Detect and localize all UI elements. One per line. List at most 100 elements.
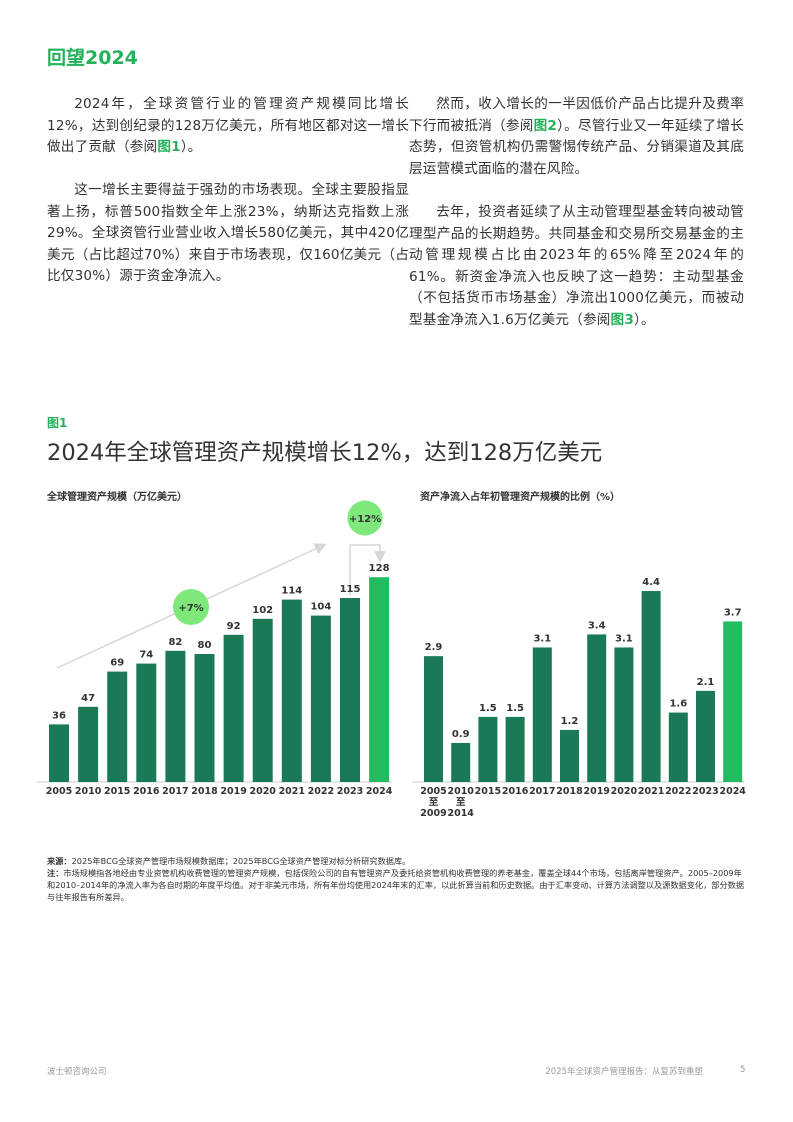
data-label: 47 bbox=[81, 693, 95, 704]
data-label: 36 bbox=[52, 710, 66, 721]
source-text: 2025年BCG全球资产管理市场规模数据库；2025年BCG全球资产管理对标分析… bbox=[71, 856, 411, 866]
bar bbox=[78, 706, 99, 782]
x-tick-label: 2017 bbox=[162, 786, 188, 797]
x-tick-label: 2015 bbox=[104, 786, 130, 797]
x-tick-label: 2010 bbox=[75, 786, 102, 797]
x-tick-label: 2009 bbox=[420, 808, 446, 819]
figure-title: 2024年全球管理资产规模增长12%，达到128万亿美元 bbox=[47, 440, 603, 466]
bar bbox=[532, 647, 552, 782]
x-tick-label: 2010 bbox=[447, 786, 474, 797]
bar bbox=[505, 716, 525, 782]
data-label: 4.4 bbox=[642, 577, 660, 588]
bar bbox=[723, 621, 743, 782]
data-label: 2.1 bbox=[697, 677, 715, 688]
page-number: 5 bbox=[740, 1065, 746, 1075]
section-title: 回望2024 bbox=[47, 47, 138, 69]
right-paragraph-1: 然而，收入增长的一半因低价产品占比提升及费率下行而被抵消（参阅图2）。尽管行业又… bbox=[409, 94, 744, 180]
bar bbox=[668, 712, 688, 782]
bar bbox=[587, 634, 607, 782]
x-tick-label: 2020 bbox=[249, 786, 276, 797]
source-label: 来源： bbox=[47, 856, 72, 866]
data-label: 3.1 bbox=[533, 633, 551, 644]
data-label: 80 bbox=[198, 640, 212, 651]
paragraph-text: 去年，投资者延续了从主动管理型基金转向被动管理型产品的长期趋势。共同基金和交易所… bbox=[409, 204, 744, 328]
data-label: 1.5 bbox=[479, 703, 497, 714]
x-tick-label: 2018 bbox=[556, 786, 583, 797]
x-tick-label: 2023 bbox=[337, 786, 363, 797]
growth-label: +12% bbox=[349, 514, 381, 525]
note-line: 注：市场规模指各地经由专业资管机构收费管理的管理资产规模，包括保险公司的自有管理… bbox=[47, 867, 747, 903]
x-tick-label: 2014 bbox=[447, 808, 474, 819]
chart1-title: 全球管理资产规模（万亿美元） bbox=[47, 492, 187, 503]
x-tick-label: 2015 bbox=[475, 786, 501, 797]
bar bbox=[49, 724, 69, 782]
bar bbox=[424, 656, 443, 782]
x-tick-label: 2019 bbox=[583, 786, 609, 797]
notes: 来源：2025年BCG全球资产管理市场规模数据库；2025年BCG全球资产管理对… bbox=[47, 855, 747, 903]
x-tick-label: 2005 bbox=[46, 786, 72, 797]
figure-2-link[interactable]: 图2 bbox=[533, 117, 558, 134]
data-label: 3.7 bbox=[724, 607, 742, 618]
data-label: 92 bbox=[227, 621, 241, 632]
x-tick-label: 2020 bbox=[611, 786, 638, 797]
data-label: 2.9 bbox=[425, 642, 443, 653]
x-tick-label: 2016 bbox=[502, 786, 529, 797]
x-tick-label: 2022 bbox=[308, 786, 334, 797]
bar bbox=[369, 577, 390, 782]
chart2-title: 资产净流入占年初管理资产规模的比例（%） bbox=[420, 492, 621, 503]
bar bbox=[641, 591, 661, 782]
left-paragraph-1: 2024年，全球资管行业的管理资产规模同比增长12%，达到创纪录的128万亿美元… bbox=[47, 94, 409, 159]
data-label: 104 bbox=[310, 602, 331, 613]
data-label: 82 bbox=[168, 637, 182, 648]
data-label: 114 bbox=[281, 586, 302, 597]
bar bbox=[696, 690, 715, 782]
bar bbox=[136, 663, 157, 782]
paragraph-text-end: ）。 bbox=[180, 139, 202, 155]
left-paragraph-2: 这一增长主要得益于强劲的市场表现。全球主要股指显著上扬，标普500指数全年上涨2… bbox=[47, 182, 409, 284]
data-label: 3.4 bbox=[588, 620, 606, 631]
bar bbox=[165, 650, 186, 782]
data-label: 74 bbox=[139, 650, 153, 661]
data-label: 69 bbox=[110, 658, 124, 669]
bar bbox=[310, 615, 331, 782]
data-label: 0.9 bbox=[452, 729, 470, 740]
x-tick-label: 2022 bbox=[665, 786, 691, 797]
paragraph-text: 然而，收入增长的一半因低价产品占比提升及费率下行而被抵消（参阅 bbox=[409, 96, 744, 134]
paragraph-text-end: ）。尽管行业又一年延续了增长态势，但资管机构仍需警惕传统产品、分销渠道及其底层运… bbox=[409, 117, 745, 177]
bar bbox=[281, 599, 302, 782]
figure-3-link[interactable]: 图3 bbox=[610, 311, 634, 328]
footer-report-title: 2025年全球资产管理报告：从复苏到重塑 bbox=[545, 1067, 703, 1077]
figure-1-link[interactable]: 图1 bbox=[157, 139, 181, 155]
data-label: 102 bbox=[252, 605, 273, 616]
figure-label: 图1 bbox=[47, 416, 68, 430]
bar bbox=[478, 716, 498, 782]
x-tick-label: 2021 bbox=[638, 786, 664, 797]
x-tick-label: 至 bbox=[429, 797, 439, 808]
footer-company: 波士顿咨询公司 bbox=[47, 1067, 107, 1077]
growth-bubble bbox=[347, 500, 383, 536]
x-tick-label: 2024 bbox=[719, 786, 746, 797]
right-paragraph-2: 去年，投资者延续了从主动管理型基金转向被动管理型产品的长期趋势。共同基金和交易所… bbox=[409, 202, 744, 331]
data-label: 1.6 bbox=[669, 699, 687, 710]
growth-label: +7% bbox=[178, 603, 203, 614]
x-tick-label: 2005 bbox=[420, 786, 446, 797]
data-label: 115 bbox=[340, 584, 361, 595]
bar bbox=[560, 729, 579, 782]
x-tick-label: 2021 bbox=[279, 786, 305, 797]
data-label: 128 bbox=[369, 563, 390, 574]
data-label: 3.1 bbox=[615, 633, 633, 644]
bar bbox=[223, 634, 244, 782]
bar bbox=[614, 647, 634, 782]
paragraph-text: 2024年，全球资管行业的管理资产规模同比增长12%，达到创纪录的128万亿美元… bbox=[47, 96, 409, 155]
bar bbox=[340, 598, 360, 782]
x-tick-label: 2019 bbox=[220, 786, 246, 797]
note-label: 注： bbox=[47, 868, 64, 878]
x-tick-label: 2017 bbox=[529, 786, 555, 797]
bar bbox=[107, 671, 128, 782]
source-line: 来源：2025年BCG全球资产管理市场规模数据库；2025年BCG全球资产管理对… bbox=[47, 855, 747, 867]
paragraph-text-end: ）。 bbox=[634, 311, 655, 328]
x-tick-label: 2024 bbox=[366, 786, 393, 797]
bar bbox=[451, 742, 471, 782]
